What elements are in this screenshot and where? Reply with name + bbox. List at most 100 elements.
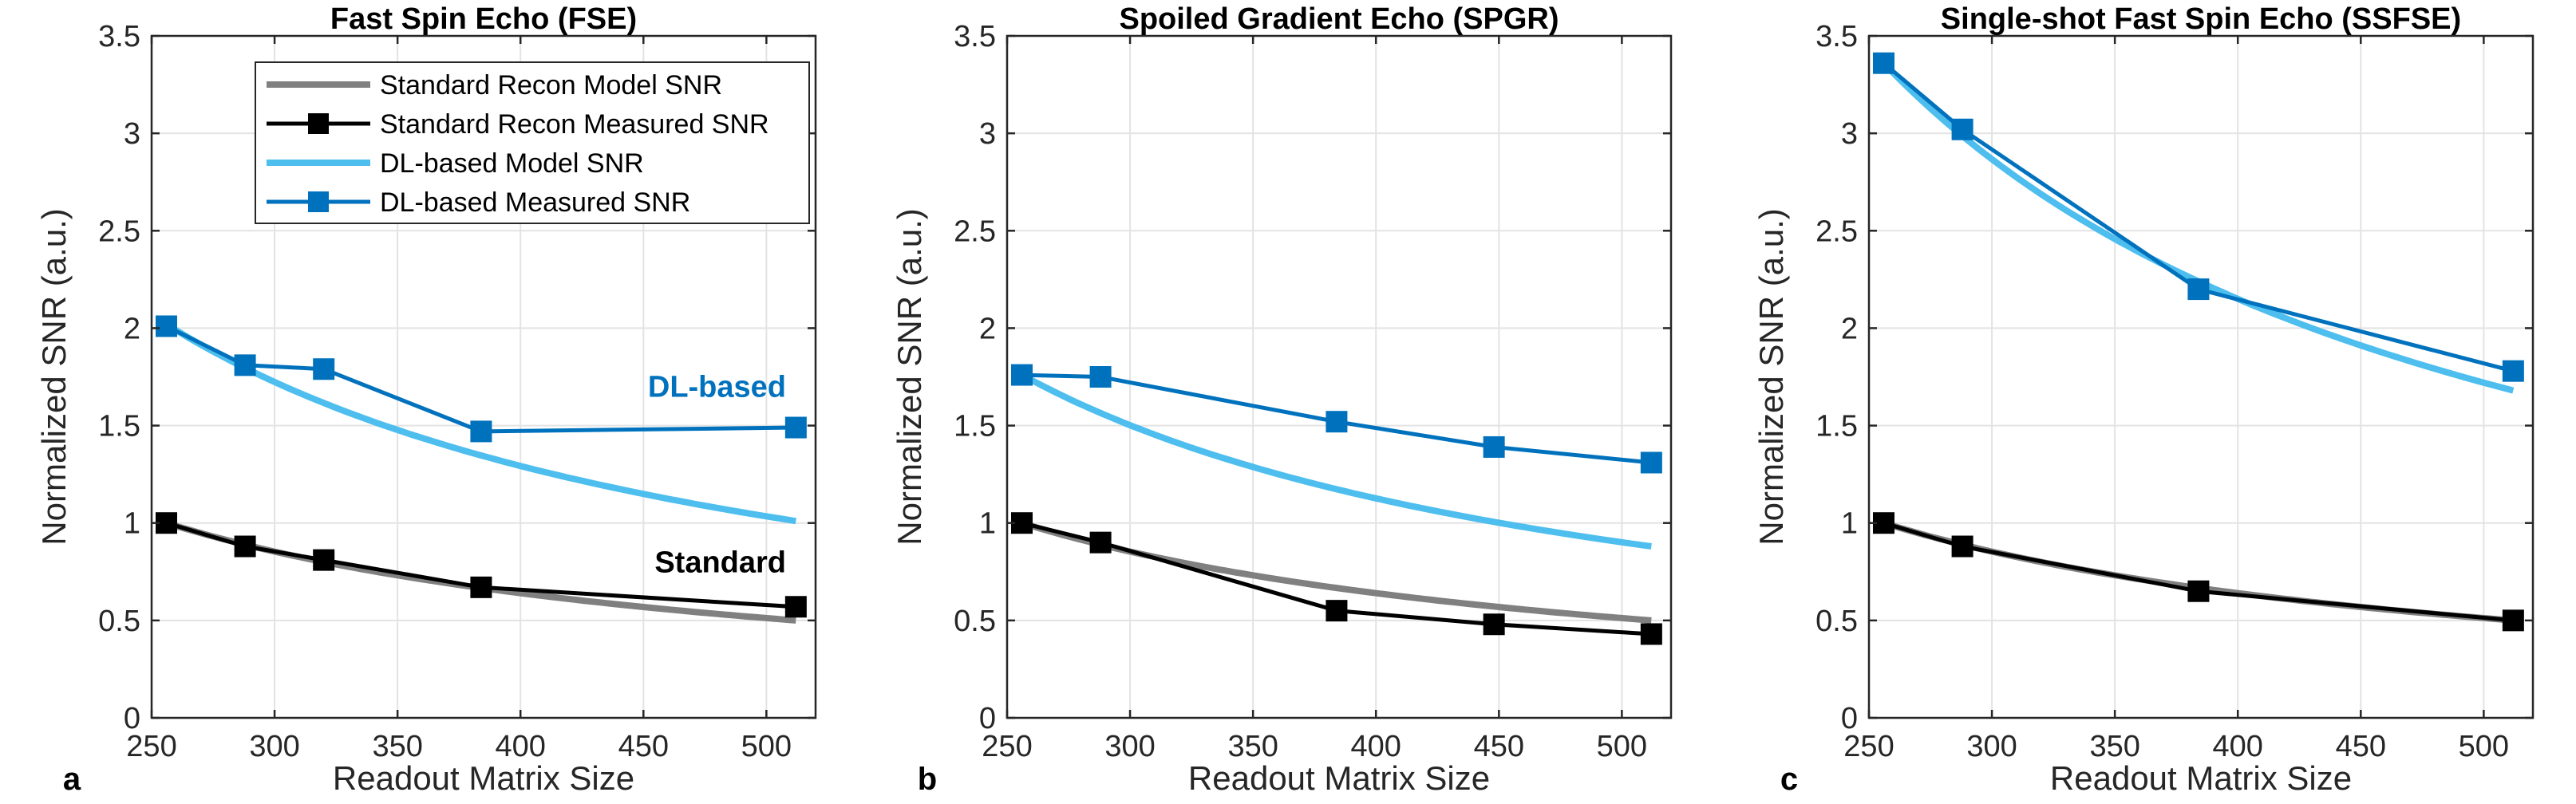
y-tick-label: 3.5 bbox=[954, 20, 996, 53]
legend-item: DL-based Model SNR bbox=[267, 148, 644, 179]
chart-panel-a: 250 300 350 400 450 500 0 0.5 1 1.5 2 2.5 3 3.5 Fast S… bbox=[35, 2, 817, 797]
axes-box bbox=[150, 34, 817, 719]
panel-letter: a bbox=[63, 762, 81, 797]
series-line-2 bbox=[1020, 372, 1652, 550]
data-point-marker bbox=[2502, 609, 2524, 632]
data-point-marker bbox=[1089, 366, 1112, 388]
y-tick-label: 2 bbox=[124, 312, 140, 345]
y-tick-label: 3.5 bbox=[98, 20, 140, 53]
y-tick-label: 1 bbox=[979, 507, 996, 541]
data-point-marker bbox=[470, 420, 492, 443]
data-point-marker bbox=[313, 549, 335, 571]
y-axis-label: Normalized SNR (a.u.) bbox=[1752, 208, 1790, 545]
y-tick-label: 1 bbox=[124, 507, 140, 541]
legend-label: Standard Recon Model SNR bbox=[380, 70, 722, 100]
axes-box bbox=[1006, 34, 1673, 719]
x-axis-label: Readout Matrix Size bbox=[1188, 759, 1490, 797]
y-tick-label: 0 bbox=[1841, 702, 1858, 735]
legend-box bbox=[255, 61, 810, 224]
data-point-marker bbox=[1640, 623, 1662, 645]
legend-swatch-marker bbox=[308, 113, 329, 134]
legend-label: Standard Recon Measured SNR bbox=[380, 109, 769, 140]
data-point-marker bbox=[1483, 436, 1505, 458]
x-tick-label: 450 bbox=[618, 730, 669, 763]
x-tick-label: 450 bbox=[2336, 730, 2386, 763]
y-tick-label: 3 bbox=[979, 117, 996, 151]
x-tick-label: 400 bbox=[2213, 730, 2263, 763]
data-point-marker bbox=[1872, 52, 1894, 74]
y-tick-label: 0.5 bbox=[954, 605, 996, 638]
data-point-marker bbox=[470, 576, 492, 598]
annotation-label: DL-based bbox=[648, 371, 786, 404]
chart-panel-b: 250 300 350 400 450 500 0 0.5 1 1.5 2 2.5 3 3.5 Spoile… bbox=[891, 2, 1673, 797]
data-point-marker bbox=[2187, 580, 2210, 602]
chart-panel-c: 250 300 350 400 450 500 0 0.5 1 1.5 2 2.5 3 3.5 Single… bbox=[1752, 2, 2535, 797]
data-point-marker bbox=[1640, 451, 1662, 474]
y-tick-label: 0 bbox=[124, 702, 140, 735]
data-point-marker bbox=[1951, 535, 1973, 558]
axes-box bbox=[1867, 34, 2535, 719]
legend-item: Standard Recon Measured SNR bbox=[267, 109, 769, 140]
data-point-marker bbox=[1951, 118, 1973, 140]
x-tick-label: 350 bbox=[372, 730, 422, 763]
x-tick-label: 250 bbox=[982, 730, 1032, 763]
x-tick-label: 400 bbox=[496, 730, 546, 763]
data-point-marker bbox=[784, 596, 807, 618]
legend-label: DL-based Model SNR bbox=[380, 148, 644, 179]
x-tick-label: 250 bbox=[1843, 730, 1894, 763]
y-tick-label: 3.5 bbox=[1815, 20, 1858, 53]
y-tick-label: 1 bbox=[1841, 507, 1858, 541]
x-tick-label: 500 bbox=[1597, 730, 1647, 763]
y-tick-label: 2.5 bbox=[1815, 215, 1858, 248]
panel-letter: b bbox=[918, 762, 937, 797]
y-axis-label: Normalized SNR (a.u.) bbox=[891, 208, 928, 545]
x-tick-label: 400 bbox=[1351, 730, 1401, 763]
y-tick-label: 0.5 bbox=[98, 605, 140, 638]
data-point-marker bbox=[1326, 600, 1348, 622]
x-tick-label: 350 bbox=[2089, 730, 2139, 763]
x-tick-label: 250 bbox=[126, 730, 176, 763]
x-tick-label: 500 bbox=[741, 730, 792, 763]
x-tick-label: 450 bbox=[1474, 730, 1524, 763]
data-point-marker bbox=[155, 512, 177, 534]
legend: Standard Recon Model SNR Standard Recon M… bbox=[255, 61, 810, 224]
x-axis-label: Readout Matrix Size bbox=[333, 759, 634, 797]
data-point-marker bbox=[234, 535, 256, 558]
y-tick-label: 0 bbox=[979, 702, 996, 735]
x-tick-label: 350 bbox=[1227, 730, 1278, 763]
legend-item: Standard Recon Model SNR bbox=[267, 70, 722, 100]
chart-title: Single-shot Fast Spin Echo (SSFSE) bbox=[1941, 2, 2461, 36]
x-tick-label: 300 bbox=[1104, 730, 1155, 763]
x-tick-label: 300 bbox=[249, 730, 299, 763]
y-tick-label: 0.5 bbox=[1815, 605, 1858, 638]
y-axis-label: Normalized SNR (a.u.) bbox=[35, 208, 73, 545]
data-point-marker bbox=[1326, 411, 1348, 433]
y-tick-label: 1.5 bbox=[954, 410, 996, 443]
data-point-marker bbox=[234, 354, 256, 376]
y-tick-label: 3 bbox=[124, 117, 140, 151]
y-tick-label: 2.5 bbox=[954, 215, 996, 248]
legend-label: DL-based Measured SNR bbox=[380, 187, 690, 218]
data-point-marker bbox=[155, 315, 177, 337]
data-point-marker bbox=[1089, 531, 1112, 554]
x-axis-label: Readout Matrix Size bbox=[2050, 759, 2352, 797]
data-point-marker bbox=[1483, 613, 1505, 636]
y-tick-label: 1.5 bbox=[1815, 410, 1858, 443]
x-tick-label: 500 bbox=[2459, 730, 2509, 763]
chart-title: Fast Spin Echo (FSE) bbox=[330, 2, 637, 36]
data-point-marker bbox=[2187, 278, 2210, 301]
data-point-marker bbox=[313, 358, 335, 380]
series-line-2 bbox=[164, 321, 796, 525]
y-tick-label: 2.5 bbox=[98, 215, 140, 248]
y-tick-label: 3 bbox=[1841, 117, 1858, 151]
y-tick-label: 1.5 bbox=[98, 410, 140, 443]
x-tick-label: 300 bbox=[1966, 730, 2017, 763]
data-point-marker bbox=[784, 416, 807, 439]
y-tick-label: 2 bbox=[979, 312, 996, 345]
chart-title: Spoiled Gradient Echo (SPGR) bbox=[1119, 2, 1559, 36]
legend-swatch-marker bbox=[308, 191, 329, 212]
legend-item: DL-based Measured SNR bbox=[267, 187, 690, 218]
series-line-1 bbox=[1883, 521, 2514, 623]
data-point-marker bbox=[1010, 364, 1033, 386]
